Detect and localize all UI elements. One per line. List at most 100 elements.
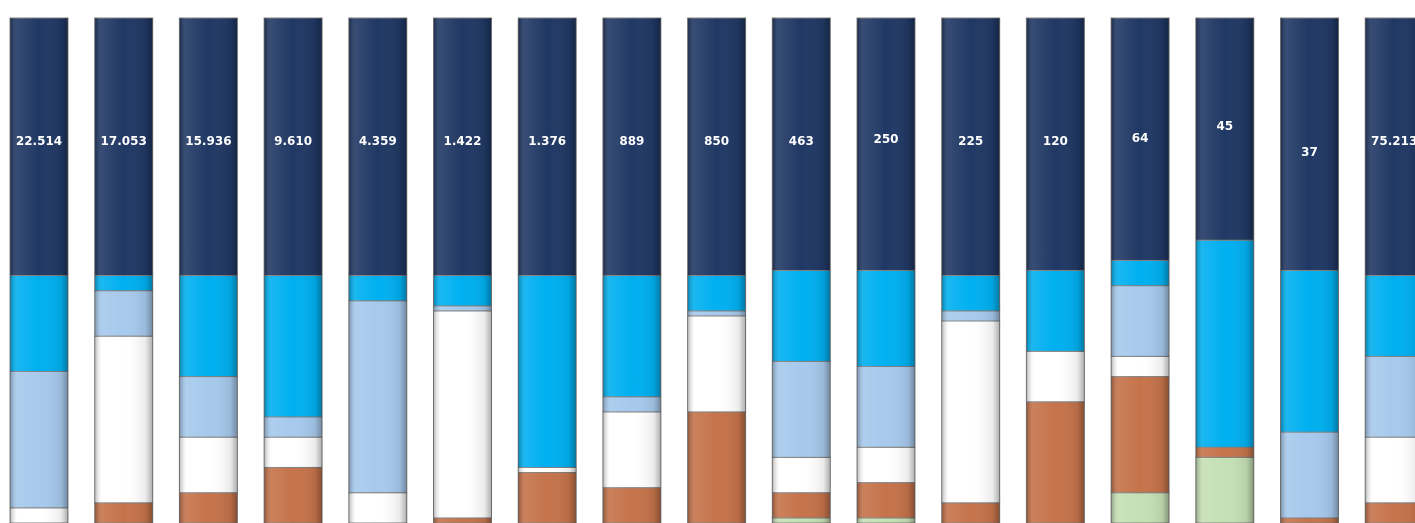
- bar-14-segment-3: [1110, 355, 1170, 378]
- bar-1-segment-3: [9, 507, 69, 523]
- bar-2-segment-4: [94, 290, 154, 337]
- bar-total-label: 225: [958, 134, 983, 148]
- bar-13-segment-2: [1025, 401, 1085, 523]
- bar-3-segment-3: [178, 436, 238, 494]
- bar-total-label: 37: [1301, 145, 1318, 159]
- bar-total-label: 22.514: [16, 134, 62, 148]
- bar-total-label: 75.213: [1371, 134, 1415, 148]
- bar-5-segment-5: [348, 275, 408, 302]
- bar-12-segment-5: [941, 275, 1001, 312]
- bar-11-segment-3: [856, 446, 916, 484]
- bar-10-segment-4: [771, 360, 831, 458]
- bar-11-segment-1: [856, 517, 916, 523]
- bar-2-segment-2: [94, 502, 154, 523]
- bar-8: 889: [602, 17, 662, 523]
- bar-17: 75.213: [1364, 17, 1415, 523]
- bar-4: 9.610: [263, 17, 323, 523]
- bar-total-label: 1.376: [528, 134, 566, 148]
- bar-6-segment-4: [433, 305, 492, 312]
- bar-10-segment-2: [771, 492, 831, 519]
- bar-2-segment-5: [94, 275, 154, 292]
- bar-9-segment-4: [687, 310, 747, 317]
- bar-9-segment-2: [687, 411, 747, 523]
- bar-2: 17.053: [94, 17, 154, 523]
- bar-5-segment-4: [348, 300, 408, 494]
- bar-total-label: 9.610: [274, 134, 312, 148]
- bar-15-segment-2: [1195, 446, 1255, 458]
- bar-2-segment-3: [94, 335, 154, 504]
- bar-17-segment-3: [1364, 436, 1415, 504]
- bar-5-segment-3: [348, 492, 408, 523]
- bar-8-segment-2: [602, 487, 662, 523]
- bar-6-segment-2: [433, 517, 492, 523]
- bar-6-segment-3: [433, 310, 492, 519]
- bar-7-segment-3: [517, 466, 577, 474]
- bar-12-segment-2: [941, 502, 1001, 523]
- bar-6-segment-5: [433, 275, 492, 307]
- bar-7-segment-5: [517, 275, 577, 468]
- bar-17-segment-5: [1364, 275, 1415, 357]
- bar-8-segment-4: [602, 396, 662, 413]
- bar-13-segment-5: [1025, 270, 1085, 352]
- bar-15-segment-1: [1195, 456, 1255, 523]
- bar-total-label: 463: [789, 134, 814, 148]
- bar-1-segment-4: [9, 371, 69, 509]
- bar-11-segment-5: [856, 270, 916, 367]
- bar-total-label: 17.053: [101, 134, 147, 148]
- bar-8-segment-3: [602, 411, 662, 489]
- bar-14: 64: [1110, 17, 1170, 523]
- bars-layer: 22.514 17.053 15.936 9.610 4.359 1.422 1.376 88…: [9, 17, 1415, 523]
- bar-13-segment-3: [1025, 350, 1085, 403]
- bar-16-segment-4: [1280, 431, 1339, 519]
- bar-14-segment-1: [1110, 492, 1170, 523]
- bar-4-segment-5: [263, 275, 323, 418]
- bar-3-segment-2: [178, 492, 238, 523]
- bar-16-segment-5: [1280, 270, 1339, 433]
- bar-total-label: 120: [1043, 134, 1068, 148]
- bar-9-segment-3: [687, 315, 747, 413]
- bar-11-segment-2: [856, 482, 916, 519]
- bar-14-segment-5: [1110, 259, 1170, 287]
- bar-total-label: 45: [1216, 119, 1233, 133]
- bar-7: 1.376: [517, 17, 577, 523]
- bar-total-label: 15.936: [185, 134, 231, 148]
- bar-9: 850: [687, 17, 747, 523]
- bar-10-segment-1: [771, 517, 831, 523]
- bar-10: 463: [771, 17, 831, 523]
- bar-15: 45: [1195, 17, 1255, 523]
- bar-3: 15.936: [178, 17, 238, 523]
- bar-12: 225: [941, 17, 1001, 523]
- bar-10-segment-5: [771, 270, 831, 362]
- bar-12-segment-4: [941, 310, 1001, 322]
- bar-7-segment-2: [517, 472, 577, 523]
- bar-14-segment-2: [1110, 376, 1170, 494]
- bar-10-segment-3: [771, 456, 831, 494]
- bar-total-label: 889: [619, 134, 644, 148]
- bar-14-segment-4: [1110, 285, 1170, 357]
- bar-1-segment-5: [9, 275, 69, 372]
- bar-8-segment-5: [602, 275, 662, 398]
- bar-4-segment-3: [263, 436, 323, 468]
- bar-9-segment-5: [687, 275, 747, 312]
- bar-1: 22.514: [9, 17, 69, 523]
- bar-15-segment-5: [1195, 239, 1255, 448]
- bar-3-segment-4: [178, 376, 238, 438]
- bar-3-segment-5: [178, 275, 238, 378]
- bar-11: 250: [856, 17, 916, 523]
- bar-total-label: 250: [873, 132, 898, 146]
- bar-total-label: 1.422: [444, 134, 482, 148]
- bar-5: 4.359: [348, 17, 408, 523]
- bar-4-segment-4: [263, 416, 323, 438]
- bar-4-segment-2: [263, 466, 323, 523]
- bar-13: 120: [1025, 17, 1085, 523]
- bar-6: 1.422: [433, 17, 492, 523]
- bar-16-segment-2: [1280, 517, 1339, 523]
- bar-17-segment-2: [1364, 502, 1415, 523]
- bar-total-label: 64: [1132, 131, 1149, 145]
- bar-11-segment-4: [856, 365, 916, 448]
- bar-total-label: 850: [704, 134, 729, 148]
- bar-total-label: 4.359: [359, 134, 397, 148]
- bar-17-segment-4: [1364, 355, 1415, 438]
- bar-12-segment-3: [941, 320, 1001, 504]
